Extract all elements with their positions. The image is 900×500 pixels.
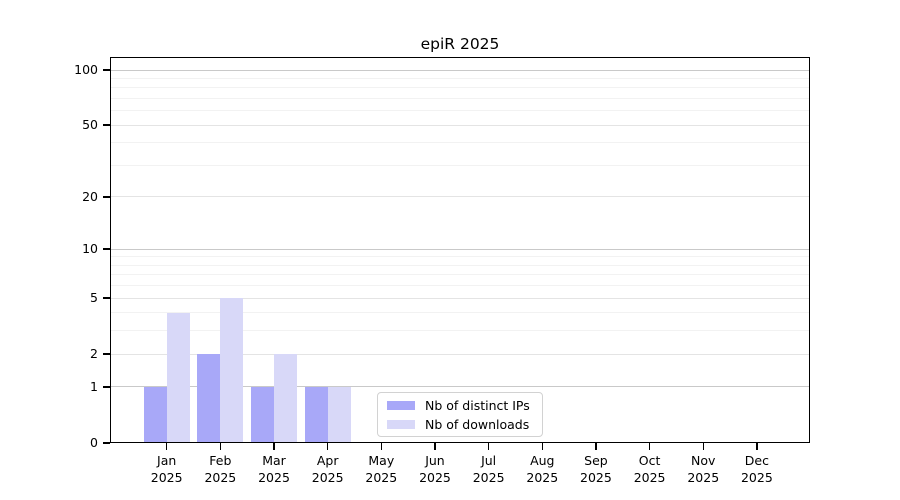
x-tick-label: Jul 2025 (472, 453, 505, 485)
y-tick (103, 69, 110, 71)
gridline-medium (110, 196, 810, 198)
x-tick-label: Oct 2025 (633, 453, 666, 485)
x-tick (326, 443, 329, 450)
y-tick (103, 442, 110, 444)
gridline-minor (110, 142, 810, 144)
gridline-minor (110, 312, 810, 314)
x-tick (702, 443, 704, 450)
x-tick-label: Nov 2025 (687, 453, 720, 485)
gridline-minor (110, 285, 810, 287)
x-tick-label: Sep 2025 (580, 453, 612, 485)
y-tick (103, 248, 110, 250)
x-tick (219, 443, 222, 450)
x-tick (273, 443, 275, 450)
gridline-strong (110, 386, 810, 388)
x-tick-label: Aug 2025 (526, 453, 559, 485)
gridline-minor (110, 256, 810, 258)
gridline-minor (110, 264, 810, 266)
gridline-minor (110, 330, 810, 332)
gridline-strong (110, 248, 810, 250)
x-tick (648, 443, 651, 450)
y-tick-label: 1 (90, 378, 98, 394)
legend-entry-downloads: Nb of downloads (387, 417, 530, 432)
bar-distinct-ips (143, 386, 167, 443)
x-tick (541, 443, 544, 450)
legend-entry-distinct-ips: Nb of distinct IPs (387, 398, 530, 413)
bar-downloads (220, 298, 244, 443)
legend: Nb of distinct IPs Nb of downloads (377, 392, 543, 437)
bar-downloads (274, 354, 297, 443)
bar-distinct-ips (197, 354, 221, 443)
plot-area: 0 1 2 5 10 20 50 100 Jan 2025 Feb 2025 Mar 2025 Apr… (74, 57, 810, 485)
y-tick-label: 0 (90, 435, 98, 450)
y-tick-label: 10 (82, 241, 98, 257)
x-tick (165, 443, 168, 450)
y-tick-label: 2 (90, 346, 98, 362)
bar-distinct-ips (304, 386, 328, 443)
gridline-minor (110, 110, 810, 112)
gridline-strong (110, 69, 810, 71)
gridline-medium (110, 353, 810, 355)
gridline-minor (110, 87, 810, 89)
gridline-minor (110, 77, 810, 79)
y-tick-label: 50 (82, 117, 98, 133)
x-tick (380, 443, 383, 450)
x-tick-label: Jan 2025 (150, 453, 183, 485)
x-tick (756, 443, 758, 450)
legend-label-downloads: Nb of downloads (425, 417, 530, 432)
y-tick (103, 386, 110, 388)
x-tick-label: Dec 2025 (740, 453, 773, 485)
bar-downloads (166, 312, 190, 443)
y-tick (103, 196, 110, 198)
x-tick-label: Apr 2025 (311, 453, 344, 485)
gridline-minor (110, 274, 810, 276)
legend-swatch-downloads (387, 420, 415, 429)
y-tick (103, 297, 110, 299)
x-tick (487, 443, 490, 450)
y-tick (103, 353, 110, 355)
gridline-medium (110, 124, 810, 126)
gridline-medium (110, 297, 810, 299)
x-tick-label: May 2025 (365, 453, 398, 485)
bar-downloads (327, 386, 351, 443)
x-tick-label: Feb 2025 (204, 453, 237, 485)
y-tick-label: 5 (90, 290, 98, 306)
chart-title: epiR 2025 (420, 35, 500, 53)
y-tick (103, 124, 110, 126)
x-tick (434, 443, 436, 450)
x-tick-label: Mar 2025 (258, 453, 290, 485)
x-tick (595, 443, 597, 450)
y-tick-label: 100 (74, 62, 98, 77)
legend-swatch-distinct-ips (387, 401, 415, 410)
bar-distinct-ips (251, 386, 274, 443)
legend-label-distinct-ips: Nb of distinct IPs (425, 398, 530, 413)
x-tick-label: Jun 2025 (419, 453, 451, 485)
gridline-minor (110, 97, 810, 99)
y-tick-label: 20 (82, 188, 98, 204)
gridline-minor (110, 164, 810, 166)
